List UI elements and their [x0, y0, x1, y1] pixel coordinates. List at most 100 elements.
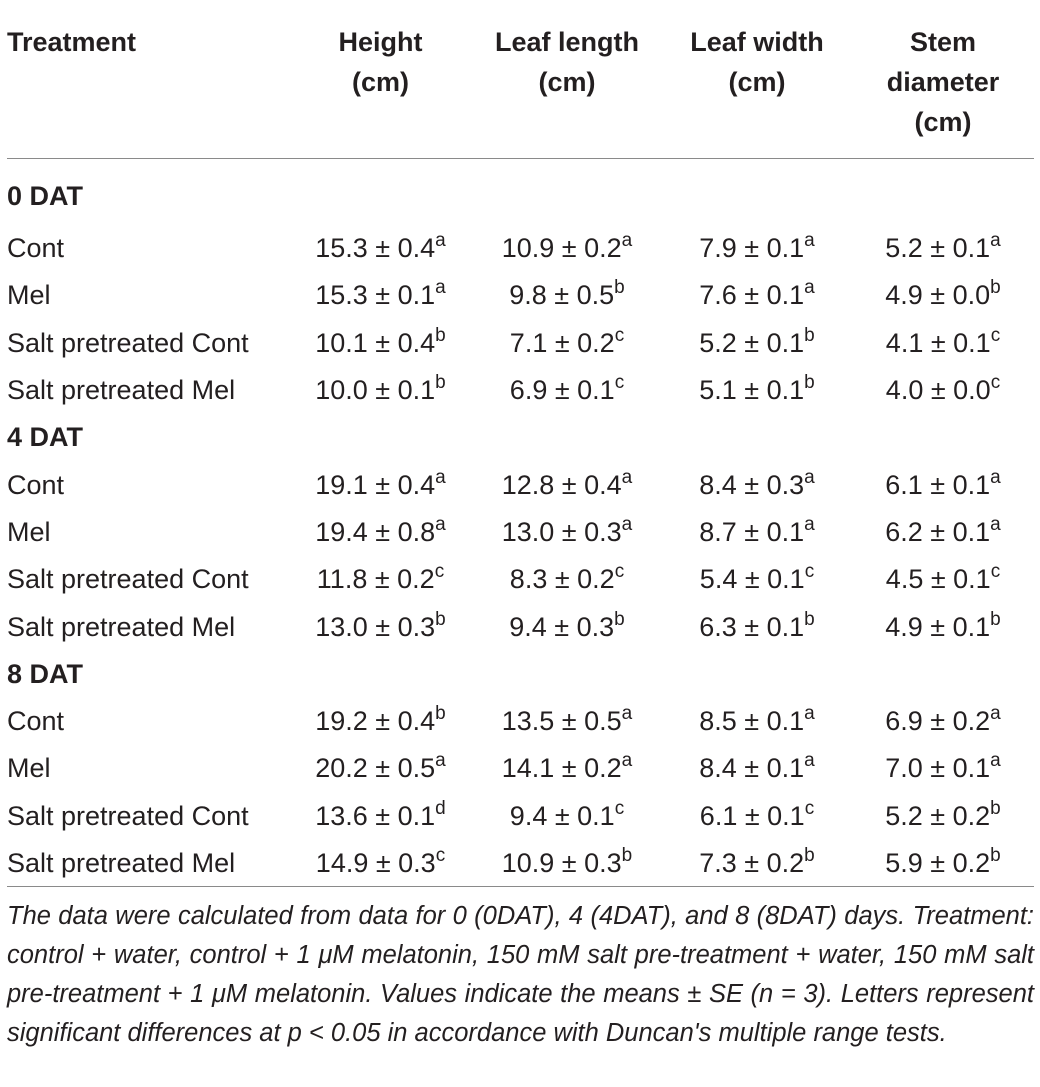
value-cell: 8.7 ± 0.1a: [662, 509, 852, 556]
significance-letter: a: [990, 513, 1001, 535]
treatment-cell: Salt pretreated Cont: [7, 564, 249, 595]
group-label: 4 DAT: [7, 422, 84, 453]
value-cell: 4.0 ± 0.0c: [852, 367, 1034, 414]
table-row: Salt pretreated Cont 11.8 ± 0.2c 8.3 ± 0.2…: [7, 556, 1034, 603]
mean-se-value: 5.2 ± 0.2: [885, 800, 991, 831]
data-table-container: Treatment Height (cm) Leaf length (cm) Leaf w…: [7, 0, 1034, 887]
column-header-line: diameter: [886, 67, 1000, 97]
table-row: Salt pretreated Mel 10.0 ± 0.1b 6.9 ± 0.1c…: [7, 367, 1034, 414]
mean-se-value: 6.3 ± 0.1: [699, 611, 805, 642]
significance-letter: c: [614, 797, 625, 819]
column-header: Leaf length (cm): [472, 0, 662, 159]
table-body: 0 DAT Cont 15.3 ± 0.4a 10.9 ± 0.2a 7.9 ± 0.1…: [7, 159, 1034, 888]
significance-letter: d: [435, 797, 446, 819]
treatment-cell: Salt pretreated Cont: [7, 800, 249, 831]
mean-se-value: 8.4 ± 0.1: [699, 753, 805, 784]
mean-se-value: 4.0 ± 0.0: [885, 375, 991, 406]
mean-se-value: 8.4 ± 0.3: [699, 469, 805, 500]
significance-letter: a: [990, 466, 1001, 488]
column-header-line: (cm): [351, 67, 409, 97]
group-label: 0 DAT: [7, 180, 84, 211]
significance-letter: b: [990, 277, 1001, 299]
table-footnote: The data were calculated from data for 0…: [7, 902, 1034, 1047]
value-cell: 7.6 ± 0.1a: [662, 272, 852, 319]
significance-letter: c: [614, 372, 625, 394]
value-cell: 6.9 ± 0.1c: [472, 367, 662, 414]
mean-se-value: 4.9 ± 0.0: [885, 280, 991, 311]
treatment-cell: Salt pretreated Mel: [7, 375, 236, 406]
column-header-line: Height: [338, 27, 423, 57]
table-row: Cont 19.1 ± 0.4a 12.8 ± 0.4a 8.4 ± 0.3a 6.1 …: [7, 461, 1034, 508]
mean-se-value: 9.8 ± 0.5: [509, 280, 615, 311]
value-cell: 6.1 ± 0.1a: [852, 461, 1034, 508]
mean-se-value: 11.8 ± 0.2: [316, 564, 435, 595]
mean-se-value: 14.9 ± 0.3: [315, 848, 436, 878]
significance-letter: c: [990, 372, 1001, 394]
table-row: Salt pretreated Mel 13.0 ± 0.3b 9.4 ± 0.3b…: [7, 603, 1034, 650]
value-cell: 8.5 ± 0.1a: [662, 698, 852, 745]
value-cell: 13.0 ± 0.3a: [472, 509, 662, 556]
value-cell: 14.1 ± 0.2a: [472, 745, 662, 792]
mean-se-value: 4.5 ± 0.1: [885, 564, 991, 595]
table-header: Treatment Height (cm) Leaf length (cm) Leaf w…: [7, 0, 1034, 159]
significance-letter: a: [621, 513, 633, 535]
column-header-line: (cm): [914, 107, 972, 137]
mean-se-value: 5.2 ± 0.1: [699, 327, 805, 358]
mean-se-value: 7.6 ± 0.1: [699, 280, 805, 311]
value-cell: 4.1 ± 0.1c: [852, 320, 1034, 367]
significance-letter: a: [435, 513, 446, 535]
significance-letter: b: [614, 277, 625, 299]
significance-letter: a: [990, 230, 1001, 252]
significance-letter: a: [804, 513, 815, 535]
mean-se-value: 5.4 ± 0.1: [699, 564, 805, 595]
significance-letter: a: [435, 466, 446, 488]
table-row: Mel 15.3 ± 0.1a 9.8 ± 0.5b 7.6 ± 0.1a 4.9 ± …: [7, 272, 1034, 319]
mean-se-value: 4.9 ± 0.1: [885, 611, 991, 642]
treatment-cell: Cont: [7, 469, 65, 500]
value-cell: 5.9 ± 0.2b: [852, 840, 1034, 887]
significance-letter: c: [804, 797, 815, 819]
value-cell: 4.9 ± 0.1b: [852, 603, 1034, 650]
value-cell: 6.9 ± 0.2a: [852, 698, 1034, 745]
mean-se-value: 7.1 ± 0.2: [509, 327, 615, 358]
significance-letter: a: [804, 230, 815, 252]
value-cell: 6.2 ± 0.1a: [852, 509, 1034, 556]
mean-se-value: 10.0 ± 0.1: [315, 375, 436, 406]
treatment-cell: Salt pretreated Mel: [7, 611, 236, 642]
value-cell: 19.2 ± 0.4b: [289, 698, 472, 745]
treatment-cell: Salt pretreated Mel: [7, 848, 236, 878]
group-header-row: 0 DAT: [7, 159, 1034, 226]
significance-letter: c: [434, 561, 445, 583]
mean-se-value: 5.1 ± 0.1: [699, 375, 805, 406]
table-row: Cont 19.2 ± 0.4b 13.5 ± 0.5a 8.5 ± 0.1a 6.9 …: [7, 698, 1034, 745]
value-cell: 15.3 ± 0.1a: [289, 272, 472, 319]
mean-se-value: 19.2 ± 0.4: [315, 706, 436, 737]
mean-se-value: 4.1 ± 0.1: [885, 327, 991, 358]
mean-se-value: 6.9 ± 0.2: [885, 706, 991, 737]
treatment-cell: Salt pretreated Cont: [7, 327, 249, 358]
value-cell: 7.0 ± 0.1a: [852, 745, 1034, 792]
value-cell: 14.9 ± 0.3c: [289, 840, 472, 887]
table-row: Salt pretreated Cont 10.1 ± 0.4b 7.1 ± 0.2…: [7, 320, 1034, 367]
column-header-line: Treatment: [7, 27, 137, 57]
column-header: Stem diameter (cm): [852, 0, 1034, 159]
value-cell: 4.9 ± 0.0b: [852, 272, 1034, 319]
value-cell: 5.2 ± 0.1b: [662, 320, 852, 367]
mean-se-value: 19.1 ± 0.4: [315, 469, 436, 500]
mean-se-value: 15.3 ± 0.4: [315, 233, 436, 264]
mean-se-value: 14.1 ± 0.2: [501, 753, 622, 784]
significance-letter: b: [804, 324, 815, 346]
mean-se-value: 7.9 ± 0.1: [699, 233, 805, 264]
value-cell: 7.9 ± 0.1a: [662, 225, 852, 272]
mean-se-value: 13.0 ± 0.3: [501, 516, 622, 547]
value-cell: 20.2 ± 0.5a: [289, 745, 472, 792]
mean-se-value: 19.4 ± 0.8: [315, 516, 436, 547]
significance-letter: b: [621, 845, 633, 866]
value-cell: 12.8 ± 0.4a: [472, 461, 662, 508]
significance-letter: a: [621, 466, 633, 488]
column-header-line: Leaf length: [494, 27, 639, 57]
treatment-cell: Mel: [7, 280, 51, 311]
value-cell: 9.4 ± 0.1c: [472, 793, 662, 840]
group-label: 8 DAT: [7, 658, 84, 689]
value-cell: 10.9 ± 0.2a: [472, 225, 662, 272]
